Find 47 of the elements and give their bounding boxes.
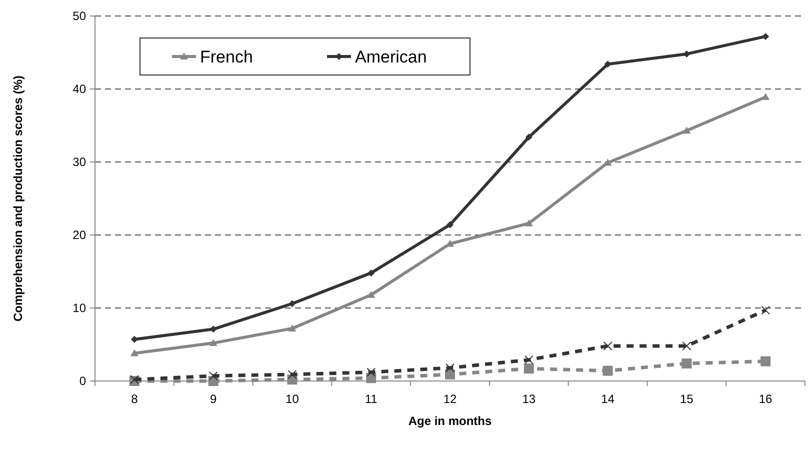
point — [288, 300, 296, 308]
x-tick-label: 8 — [131, 392, 138, 406]
point — [525, 134, 532, 141]
point — [368, 269, 375, 276]
point — [524, 219, 533, 226]
point — [524, 355, 534, 364]
x-tick-label: 14 — [601, 392, 615, 406]
point — [445, 369, 455, 380]
point — [209, 339, 218, 346]
x-tick-label: 12 — [443, 392, 457, 406]
y-tick-label: 20 — [72, 228, 86, 242]
x-axis-title: Age in months — [408, 414, 492, 428]
point — [288, 324, 296, 332]
point — [682, 341, 692, 350]
legend-label: American — [355, 47, 427, 66]
point — [130, 349, 138, 356]
point — [603, 341, 612, 350]
y-axis-title: Comprehension and production scores (%) — [11, 75, 25, 322]
x-tick-label: 9 — [210, 392, 217, 406]
point — [367, 290, 376, 298]
point — [602, 366, 613, 376]
point — [446, 221, 454, 228]
point — [288, 370, 297, 379]
point — [604, 60, 612, 68]
y-tick-label: 40 — [72, 82, 86, 96]
x-tick-label: 16 — [758, 392, 773, 406]
point — [761, 306, 770, 315]
point — [682, 126, 691, 134]
point — [683, 50, 690, 58]
point — [682, 358, 692, 368]
point — [762, 93, 770, 100]
y-tick-label: 50 — [72, 9, 86, 24]
point — [130, 336, 138, 343]
point — [208, 371, 218, 380]
point — [524, 364, 534, 374]
y-tick-label: 0 — [79, 374, 86, 388]
point — [760, 356, 771, 366]
y-tick-label: 10 — [72, 301, 86, 316]
x-tick-label: 13 — [522, 392, 536, 406]
x-tick-label: 15 — [680, 392, 694, 406]
y-tick-label: 30 — [72, 155, 86, 170]
x-tick-label: 11 — [364, 392, 378, 406]
point — [446, 363, 454, 372]
x-tick-label: 10 — [286, 392, 300, 406]
point — [762, 32, 770, 40]
legend-label: French — [200, 47, 253, 66]
point — [366, 368, 376, 377]
